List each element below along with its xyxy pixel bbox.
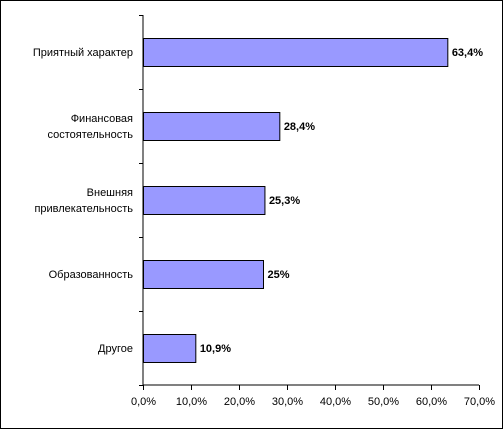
category-label: привлекательность [34,203,133,215]
category-label: Приятный характер [33,47,133,59]
data-label: 63,4% [452,47,483,59]
category-label: Внешняя [87,187,133,199]
labels: 0,0% 10,0% 20,0% 30,0% 40,0% 50,0% 60,0% 70,0% 6… [33,47,495,408]
category-label: Другое [98,343,133,355]
x-tick-label: 60,0% [416,396,447,408]
category-label: Образованность [49,269,134,281]
bar [143,38,449,67]
x-tick-label: 30,0% [272,396,303,408]
x-tick-label: 20,0% [224,396,255,408]
bar [143,112,281,141]
category-label: Финансовая [71,113,133,125]
data-label: 25% [268,269,290,281]
x-tick-label: 50,0% [368,396,399,408]
bar [143,260,264,289]
bars [143,38,449,363]
bar [143,186,266,215]
data-label: 10,9% [200,343,231,355]
x-tick-label: 70,0% [464,396,495,408]
x-tick-label: 0,0% [131,396,156,408]
data-label: 28,4% [284,121,315,133]
x-tick-label: 10,0% [176,396,207,408]
bar [143,334,197,363]
data-label: 25,3% [269,195,300,207]
x-tick-label: 40,0% [320,396,351,408]
category-label: состоятельность [47,129,133,141]
